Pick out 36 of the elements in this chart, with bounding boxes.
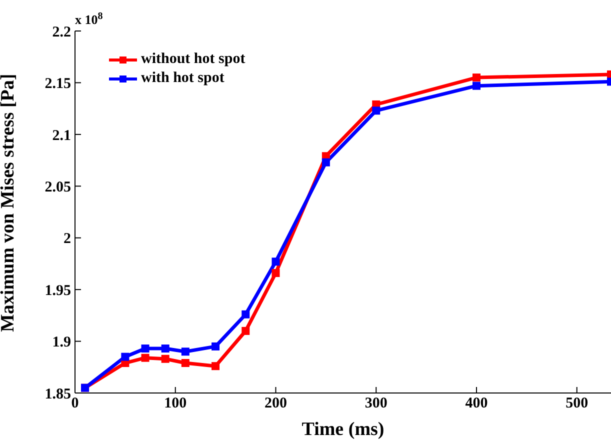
y-tick-label: 2.15	[44, 76, 71, 92]
point	[212, 342, 220, 350]
y-tick-label: 1.9	[52, 334, 71, 351]
point	[372, 106, 380, 115]
text: x 10$^{8}$	[75, 10, 103, 27]
point	[272, 269, 280, 278]
point	[161, 344, 170, 353]
point	[322, 158, 330, 166]
y-tick-label: 2.1	[52, 128, 71, 144]
x-tick-label: 300	[364, 396, 388, 412]
point	[242, 310, 250, 318]
x-axis-title: Time (ms)	[302, 419, 384, 440]
point	[272, 258, 280, 266]
y-tick-label: 2	[64, 231, 71, 248]
y-tick-label: 1.85	[44, 386, 71, 402]
point	[141, 354, 150, 362]
point	[212, 362, 220, 370]
y-axis-title: Maximum von Mises stress [Pa]	[0, 74, 19, 332]
legend-label: with hot spot	[141, 69, 224, 88]
x-tick-label: 200	[264, 396, 287, 412]
point	[181, 348, 190, 356]
x-tick-label: 400	[465, 396, 488, 412]
point	[161, 354, 170, 363]
point	[181, 359, 190, 368]
point	[472, 82, 480, 90]
point	[121, 352, 130, 361]
legend-label: without hot spot	[141, 50, 246, 69]
x-tick-label: 500	[566, 396, 588, 412]
y-tick-label: 2.2	[52, 24, 71, 40]
x-tick-label: 0	[71, 396, 79, 412]
x-tick-label: 100	[164, 396, 187, 412]
point	[472, 74, 480, 82]
y-tick-label: 2.05	[44, 179, 71, 196]
point	[242, 326, 250, 335]
point	[141, 344, 150, 353]
y-tick-label: 1.95	[44, 282, 71, 299]
